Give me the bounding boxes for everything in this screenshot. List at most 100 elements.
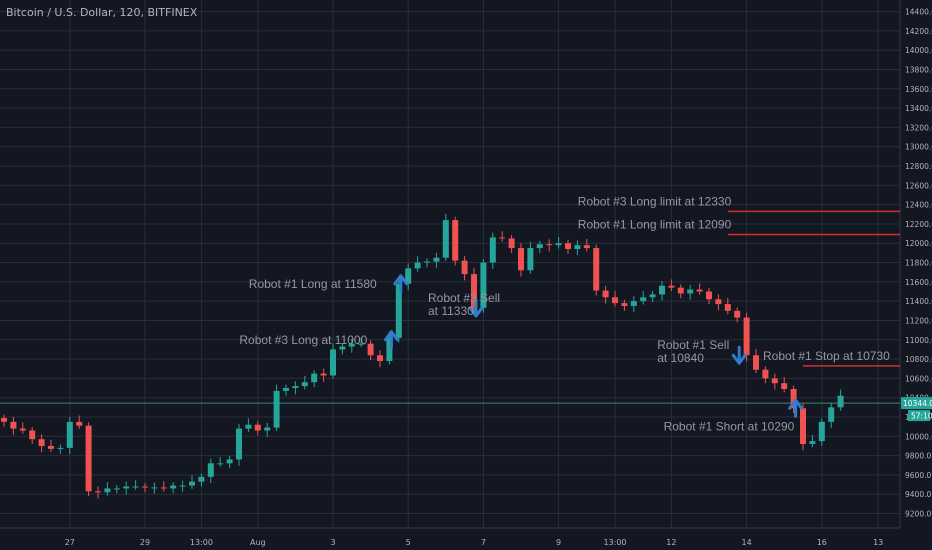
current-price-badge bbox=[901, 397, 932, 410]
candle-body bbox=[480, 262, 487, 308]
candle-body bbox=[734, 310, 741, 318]
candle-body bbox=[236, 428, 242, 460]
candle-body bbox=[771, 378, 778, 384]
candle-body bbox=[57, 447, 64, 449]
candle-body bbox=[142, 486, 148, 488]
candle-body bbox=[358, 343, 365, 345]
candle-body bbox=[536, 244, 543, 249]
candle-body bbox=[518, 248, 524, 271]
candle-body bbox=[715, 299, 722, 305]
y-tick-label: 9600.0 bbox=[905, 471, 931, 480]
candle-body bbox=[837, 395, 844, 408]
candle-body bbox=[790, 389, 797, 409]
x-tick-label: 14 bbox=[742, 538, 752, 547]
candle-body bbox=[226, 459, 233, 464]
candle-body bbox=[593, 248, 600, 291]
candle-body bbox=[151, 487, 158, 489]
candle-body bbox=[574, 245, 581, 250]
y-tick-label: 13200.0 bbox=[905, 123, 932, 132]
x-tick-label: 16 bbox=[817, 538, 827, 547]
candle-body bbox=[640, 297, 647, 302]
candle-body bbox=[207, 463, 214, 477]
candle-body bbox=[386, 337, 393, 362]
candle-body bbox=[659, 285, 665, 295]
candle-body bbox=[724, 304, 731, 311]
arrow-up-icon bbox=[383, 330, 399, 350]
candle-body bbox=[19, 428, 26, 431]
candle-body bbox=[414, 262, 421, 269]
candle-body bbox=[471, 274, 477, 308]
y-tick-label: 14000.0 bbox=[905, 46, 932, 55]
candle-body bbox=[377, 355, 383, 362]
candle-body bbox=[217, 463, 224, 465]
candle-body bbox=[743, 317, 750, 356]
y-tick-label: 13400.0 bbox=[905, 104, 932, 113]
candle-body bbox=[320, 373, 327, 376]
trade-annotation-label: at 10840 bbox=[657, 351, 704, 365]
candle-body bbox=[123, 486, 130, 489]
candle-body bbox=[95, 491, 101, 493]
x-tick-label: 3 bbox=[330, 538, 335, 547]
countdown-badge bbox=[908, 410, 930, 422]
candle-body bbox=[800, 408, 806, 445]
candle-body bbox=[687, 289, 694, 294]
x-tick-label: 13:00 bbox=[190, 538, 213, 547]
y-tick-label: 10000.0 bbox=[905, 432, 932, 441]
y-tick-label: 12600.0 bbox=[905, 181, 932, 190]
x-tick-label: 13:00 bbox=[603, 538, 626, 547]
candle-body bbox=[76, 421, 83, 426]
arrow-down-icon bbox=[731, 345, 747, 365]
y-tick-label: 11200.0 bbox=[905, 316, 932, 325]
y-tick-label: 10800.0 bbox=[905, 355, 932, 364]
candle-body bbox=[762, 369, 769, 379]
candle-body bbox=[452, 220, 459, 261]
candle-body bbox=[555, 243, 562, 246]
candle-body bbox=[330, 349, 336, 376]
candle-body bbox=[818, 421, 825, 442]
candle-body bbox=[348, 343, 355, 347]
y-tick-label: 12000.0 bbox=[905, 239, 932, 248]
candle-body bbox=[565, 243, 571, 250]
candle-body bbox=[198, 476, 205, 482]
y-tick-label: 9200.0 bbox=[905, 510, 931, 519]
candle-body bbox=[508, 238, 515, 249]
x-tick-label: 13 bbox=[873, 538, 883, 547]
y-tick-label: 13600.0 bbox=[905, 85, 932, 94]
candle-body bbox=[630, 301, 637, 306]
candle-body bbox=[602, 290, 609, 298]
candle-body bbox=[48, 445, 54, 449]
candle-body bbox=[273, 390, 280, 428]
candle-body bbox=[621, 303, 628, 306]
candle-body bbox=[10, 421, 17, 429]
candle-body bbox=[339, 346, 346, 350]
arrow-up-icon bbox=[788, 398, 804, 418]
candle-body bbox=[29, 430, 36, 440]
trade-annotation-label: Robot #3 Sell bbox=[428, 291, 500, 305]
candle-body bbox=[113, 488, 120, 490]
candle-body bbox=[254, 424, 261, 431]
y-tick-label: 11800.0 bbox=[905, 259, 932, 268]
arrow-down-icon bbox=[468, 298, 484, 318]
candle-body bbox=[1, 417, 7, 422]
y-tick-label: 14400.0 bbox=[905, 8, 932, 17]
x-tick-label: 5 bbox=[406, 538, 411, 547]
candle-body bbox=[160, 487, 167, 489]
x-tick-label: 27 bbox=[65, 538, 75, 547]
candle-body bbox=[546, 244, 553, 246]
trade-annotation-label: Robot #1 Sell bbox=[657, 338, 729, 352]
y-tick-label: 12200.0 bbox=[905, 220, 932, 229]
candle-body bbox=[527, 248, 534, 271]
candle-body bbox=[283, 388, 289, 391]
candle-body bbox=[245, 424, 252, 429]
candle-body bbox=[38, 439, 45, 446]
candle-body bbox=[649, 294, 656, 298]
current-price-label: 10344.0 bbox=[903, 399, 932, 408]
y-tick-label: 12800.0 bbox=[905, 162, 932, 171]
candle-body bbox=[395, 283, 402, 338]
candle-body bbox=[442, 220, 449, 258]
x-tick-label: 12 bbox=[666, 538, 676, 547]
y-tick-label: 9800.0 bbox=[905, 452, 931, 461]
candle-body bbox=[170, 485, 177, 489]
